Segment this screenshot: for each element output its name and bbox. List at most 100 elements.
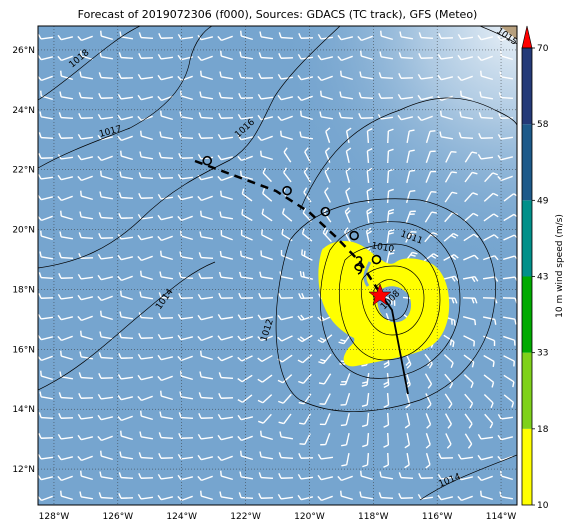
wind-barb-icon — [77, 154, 94, 161]
wind-barb-icon — [98, 492, 114, 500]
latitude-ticks: 12°N 14°N 16°N 18°N 20°N 22°N 24°N 26°N — [12, 46, 35, 475]
wind-barb-icon — [200, 210, 213, 221]
wind-barb-icon — [159, 131, 174, 140]
wind-barb-icon — [237, 134, 254, 141]
wind-barb-icon — [38, 412, 54, 420]
wind-barb-icon — [386, 188, 394, 204]
wind-barb-icon — [80, 190, 93, 201]
wind-barb-icon — [238, 93, 254, 99]
wind-barb-icon — [217, 355, 233, 362]
wind-barb-icon — [100, 310, 113, 321]
wind-barb-icon — [359, 71, 374, 80]
wind-barb-icon — [301, 228, 313, 242]
wind-barb-icon — [318, 373, 332, 385]
wind-barb-icon — [483, 374, 495, 388]
wind-barb-icon — [237, 394, 253, 403]
wind-barb-icon — [320, 90, 333, 101]
wind-barb-icon — [58, 112, 74, 120]
wind-barb-icon — [160, 250, 173, 261]
wind-barb-icon — [425, 170, 437, 183]
isobar-1017 — [38, 26, 213, 169]
wind-barb-icon — [357, 35, 373, 42]
wind-barb-icon — [241, 209, 253, 222]
wind-barb-icon — [38, 433, 54, 439]
wind-barb-icon — [425, 453, 431, 469]
wind-barb-icon — [386, 249, 395, 264]
wind-barb-icon — [437, 494, 454, 501]
colorbar-label: 10 m wind speed (m/s) — [555, 214, 565, 318]
wind-barb-icon — [259, 271, 274, 280]
wind-barb-icon — [237, 314, 254, 320]
wind-barb-icon — [119, 311, 134, 320]
wind-barb-icon — [319, 413, 331, 426]
wind-barb-icon — [337, 55, 353, 62]
wind-barb-icon — [299, 270, 314, 280]
wind-barb-icon — [100, 450, 113, 461]
wind-barb-icon — [239, 51, 254, 60]
wind-barb-icon — [97, 155, 113, 162]
wind-barb-icon — [479, 91, 494, 100]
wind-barb-icon — [218, 292, 234, 299]
wind-barb-icon — [445, 433, 452, 449]
wind-barb-icon — [79, 491, 94, 500]
wind-barb-icon — [340, 490, 353, 501]
lon-tick-label: 126°W — [103, 512, 134, 522]
wind-barb-icon — [425, 130, 436, 143]
wind-barb-icon — [338, 112, 354, 120]
lon-tick-label: 128°W — [39, 512, 70, 522]
colorbar-tick-label: 10 — [537, 501, 549, 511]
wind-barb-icon — [417, 493, 434, 500]
wind-barb-icon — [98, 233, 114, 239]
wind-barb-icon — [237, 155, 253, 162]
wind-barb-icon — [178, 272, 194, 280]
wind-barb-icon — [219, 211, 234, 220]
wind-barb-icon — [302, 207, 312, 223]
colorbar-segment — [522, 276, 532, 353]
wind-barb-icon — [480, 490, 493, 501]
wind-barb-icon — [463, 212, 479, 222]
wind-barb-icon — [424, 373, 433, 389]
wind-barb-icon — [79, 71, 94, 80]
wind-barb-icon — [57, 454, 74, 461]
wind-barb-icon — [138, 452, 154, 460]
isobar-1014-east — [419, 454, 517, 501]
wind-barb-icon — [198, 252, 214, 260]
storm-symbol-icon — [354, 256, 363, 272]
wind-barb-icon — [503, 394, 515, 408]
wind-barb-icon — [138, 473, 154, 479]
wind-barb-icon — [397, 93, 414, 100]
wind-barb-icon — [120, 430, 133, 441]
colorbar-segment — [522, 352, 532, 429]
wind-barb-icon — [477, 55, 493, 62]
wind-barb-icon — [199, 91, 214, 100]
wind-barb-icon — [39, 391, 54, 400]
wind-barb-icon — [261, 229, 273, 241]
wind-barb-icon — [279, 431, 294, 440]
wind-barb-icon — [177, 215, 193, 222]
wind-barb-icon — [260, 150, 273, 161]
wind-barb-icon — [240, 229, 253, 241]
wind-barb-icon — [99, 471, 114, 480]
wind-barb-icon — [139, 431, 154, 440]
wind-barb-icon — [237, 355, 253, 362]
wind-barb-icon — [497, 455, 513, 462]
wind-barb-icon — [383, 372, 390, 389]
isobar-1015-north — [479, 26, 517, 45]
wind-barb-icon — [340, 393, 351, 406]
lat-tick-label: 26°N — [12, 46, 35, 56]
wind-barb-icon — [477, 433, 494, 440]
lat-tick-label: 14°N — [12, 405, 35, 415]
lon-tick-label: 120°W — [294, 512, 325, 522]
wind-barb-icon — [197, 335, 213, 342]
wind-barb-icon — [483, 213, 499, 222]
wind-barb-icon — [200, 490, 213, 501]
wind-barb-icon — [499, 491, 514, 500]
wind-barb-icon — [257, 413, 272, 424]
wind-barb-icon — [117, 93, 134, 100]
map-title: Forecast of 2019072306 (f000), Sources: … — [77, 8, 478, 21]
colorbar-tick-label: 43 — [537, 273, 548, 283]
wind-barb-icon — [503, 234, 517, 241]
wind-barb-icon — [464, 433, 473, 449]
wind-barb-icon — [198, 133, 214, 139]
wind-barb-icon — [217, 35, 233, 42]
